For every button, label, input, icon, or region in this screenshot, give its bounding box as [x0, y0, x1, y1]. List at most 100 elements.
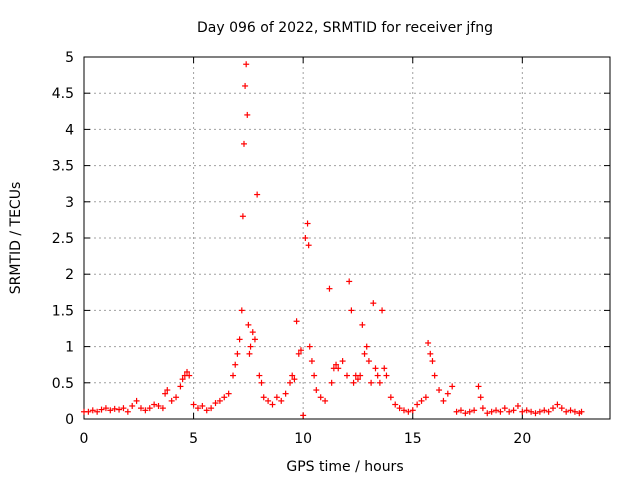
data-point	[346, 278, 353, 285]
data-point	[129, 402, 136, 409]
data-point	[348, 307, 355, 314]
data-point	[449, 383, 456, 390]
data-point	[431, 372, 438, 379]
data-point	[322, 397, 329, 404]
data-point	[146, 405, 153, 412]
y-tick-label: 2.5	[52, 231, 74, 247]
data-point	[221, 394, 228, 401]
grid	[84, 57, 610, 419]
data-point	[302, 235, 309, 241]
x-tick-label: 0	[80, 431, 89, 447]
data-point	[137, 405, 144, 412]
data-point	[295, 350, 302, 357]
data-point	[409, 407, 416, 414]
data-point	[260, 394, 267, 401]
data-point	[350, 379, 357, 386]
data-point	[436, 387, 443, 394]
data-point	[190, 401, 197, 408]
data-point	[89, 407, 96, 414]
data-point	[199, 402, 206, 409]
data-point	[258, 379, 265, 386]
y-tick-label: 1	[65, 340, 74, 356]
data-point	[300, 412, 307, 419]
chart-title: Day 096 of 2022, SRMTID for receiver jfn…	[197, 20, 493, 36]
data-point	[392, 401, 399, 408]
data-point	[475, 383, 482, 390]
data-point	[133, 397, 140, 404]
data-point	[173, 394, 180, 401]
data-point	[278, 397, 285, 404]
data-point	[368, 379, 375, 386]
data-point	[326, 285, 333, 292]
data-point	[194, 405, 201, 412]
data-point	[462, 410, 469, 417]
data-point	[339, 358, 346, 365]
data-point	[293, 318, 300, 325]
data-point	[317, 394, 324, 401]
data-point	[344, 372, 350, 379]
data-point	[249, 329, 256, 336]
data-point	[545, 408, 552, 415]
data-point	[554, 401, 561, 408]
data-point	[506, 408, 513, 415]
data-point	[177, 383, 184, 390]
data-point	[162, 390, 169, 397]
data-point	[532, 410, 539, 417]
data-point	[120, 405, 127, 412]
data-point	[168, 397, 175, 404]
data-point	[359, 321, 366, 328]
data-point	[304, 220, 311, 227]
plot-frame	[83, 56, 611, 420]
data-point	[453, 408, 460, 415]
data-point	[571, 408, 578, 415]
data-point	[239, 213, 246, 220]
data-point	[305, 242, 312, 249]
data-point	[306, 343, 313, 350]
x-tick-label: 20	[513, 431, 531, 447]
data-point	[536, 408, 543, 415]
data-point	[287, 379, 294, 386]
y-tick-label: 4.5	[52, 86, 74, 102]
data-point	[405, 408, 412, 415]
data-point	[383, 372, 390, 379]
x-axis-ticks: 0 5 10 15 20	[80, 57, 531, 447]
data-point	[510, 407, 517, 414]
data-point	[558, 405, 565, 412]
y-tick-label: 4	[65, 122, 74, 138]
data-point	[212, 400, 219, 407]
x-axis-label: GPS time / hours	[286, 459, 403, 475]
data-point	[203, 407, 210, 414]
y-tick-label: 3	[65, 195, 74, 211]
data-point	[567, 407, 574, 414]
data-point	[376, 379, 383, 386]
data-point	[488, 408, 495, 415]
data-point	[541, 407, 548, 414]
data-point	[523, 407, 530, 414]
data-point	[273, 394, 280, 401]
data-point	[514, 402, 521, 409]
data-point	[381, 365, 388, 372]
data-point	[159, 405, 166, 412]
data-point	[422, 394, 429, 401]
data-point	[429, 358, 436, 365]
data-point	[245, 321, 252, 328]
data-point	[232, 361, 239, 368]
data-point	[477, 394, 484, 401]
data-point	[256, 372, 263, 379]
data-point	[186, 372, 193, 379]
data-point	[102, 405, 109, 412]
y-tick-label: 0	[65, 412, 74, 428]
data-point	[372, 365, 379, 372]
data-point	[240, 140, 247, 147]
data-point	[354, 376, 361, 383]
x-tick-label: 10	[294, 431, 312, 447]
data-point	[251, 336, 258, 343]
data-point	[471, 407, 478, 414]
data-point	[466, 408, 473, 415]
data-point	[363, 343, 370, 350]
data-points	[81, 61, 585, 419]
data-point	[308, 358, 315, 365]
data-point	[291, 376, 298, 383]
data-point	[254, 191, 261, 198]
